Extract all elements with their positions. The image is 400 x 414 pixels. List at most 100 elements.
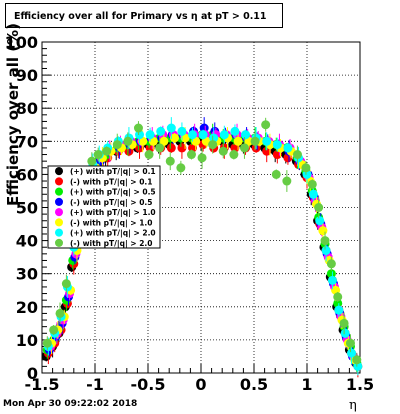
data-point: [177, 126, 187, 136]
data-point: [102, 146, 112, 156]
y-tick-label: 100: [5, 33, 38, 52]
legend-label: (+) with pT/|q| > 0.1: [70, 167, 156, 177]
data-point: [292, 150, 302, 160]
data-point: [347, 348, 357, 358]
data-point: [261, 120, 271, 130]
data-point: [55, 308, 65, 318]
data-point: [170, 133, 179, 143]
data-point: [326, 259, 336, 269]
legend-marker: [55, 208, 63, 217]
data-point: [272, 140, 282, 150]
legend-box: [47, 165, 161, 249]
y-axis-title: Efficiency over all (%): [4, 23, 22, 206]
data-point: [166, 123, 176, 133]
y-tick-label: 60: [16, 165, 38, 184]
y-tick-label: 70: [16, 132, 38, 151]
data-point: [308, 189, 318, 199]
legend-label: (-) with pT/|q| > 0.5: [70, 198, 152, 208]
data-point: [176, 163, 186, 173]
data-point: [219, 130, 229, 140]
legend-marker: [55, 238, 63, 247]
x-tick-label: 0: [195, 375, 206, 394]
data-point: [229, 150, 239, 160]
x-tick-label: -0.5: [131, 375, 166, 394]
data-point: [199, 123, 209, 133]
data-point: [339, 318, 349, 328]
data-point: [145, 130, 155, 140]
data-point: [353, 361, 363, 371]
legend-marker: [55, 187, 63, 196]
data-point: [186, 150, 196, 160]
data-point: [340, 328, 350, 338]
data-point: [271, 169, 281, 179]
legend-label: (+) with pT/|q| > 2.0: [70, 229, 156, 239]
legend-marker: [55, 218, 63, 227]
data-point: [345, 338, 355, 348]
y-tick-label: 10: [16, 331, 38, 350]
data-point: [241, 130, 251, 140]
data-point: [93, 150, 103, 160]
y-tick-label: 0: [27, 364, 38, 383]
data-point: [198, 130, 208, 140]
y-tick-label: 20: [16, 298, 38, 317]
x-tick-label: -1.5: [25, 375, 60, 394]
data-point: [352, 355, 362, 365]
data-point: [42, 338, 52, 348]
data-point: [197, 153, 207, 163]
data-point: [318, 226, 328, 236]
data-point: [166, 143, 176, 153]
data-point: [307, 179, 317, 189]
x-tick-label: -1: [86, 375, 104, 394]
data-point: [123, 136, 133, 146]
data-point: [315, 216, 325, 226]
data-point: [283, 143, 293, 153]
data-point: [208, 140, 218, 150]
data-point: [133, 123, 143, 133]
data-point: [282, 176, 292, 186]
legend-label: (-) with pT/|q| > 2.0: [70, 239, 152, 249]
timestamp: Mon Apr 30 09:22:02 2018: [3, 399, 138, 409]
legend-marker: [55, 197, 63, 206]
data-point: [188, 130, 198, 140]
data-point: [49, 325, 59, 335]
data-point: [314, 203, 324, 212]
legend-marker: [55, 177, 63, 186]
legend-label: (-) with pT/|q| > 0.1: [70, 177, 152, 187]
legend: (+) with pT/|q| > 0.1(-) with pT/|q| > 0…: [47, 165, 161, 249]
data-point: [326, 269, 336, 279]
y-tick-label: 90: [16, 66, 38, 85]
x-tick-label: 1.5: [346, 375, 374, 394]
data-point: [135, 130, 145, 140]
data-point: [159, 136, 169, 146]
tick-labels: 0 10 20 30 40 50 60 70 80 90 100 -1.5 -1 -0.5 0 0.5 1 1.5: [5, 33, 375, 394]
legend-marker: [55, 228, 63, 237]
data-point: [301, 163, 311, 173]
data-point: [61, 279, 71, 289]
data-point: [333, 292, 343, 302]
data-point: [250, 136, 260, 146]
data-point: [262, 136, 272, 146]
y-tick-label: 80: [16, 99, 38, 118]
data-point: [239, 143, 249, 153]
data-point: [230, 126, 240, 136]
x-tick-label: 1: [301, 375, 312, 394]
data-point: [156, 126, 166, 136]
data-point: [334, 305, 344, 315]
x-axis-title: η: [349, 398, 357, 413]
data-point: [112, 140, 122, 150]
data-point: [165, 156, 175, 166]
data-point: [177, 143, 187, 153]
data-point: [144, 150, 154, 160]
chart-title-text: Efficiency over all for Primary vs η at …: [14, 11, 267, 22]
data-point: [218, 146, 228, 156]
y-tick-label: 50: [16, 199, 38, 218]
legend-marker: [55, 167, 63, 176]
y-tick-label: 40: [16, 232, 38, 251]
data-point: [233, 136, 243, 146]
data-point: [327, 275, 337, 285]
legend-label: (+) with pT/|q| > 1.0: [70, 208, 156, 218]
legend-label: (-) with pT/|q| > 1.0: [70, 218, 152, 228]
data-point: [302, 169, 312, 179]
x-tick-label: 0.5: [240, 375, 268, 394]
